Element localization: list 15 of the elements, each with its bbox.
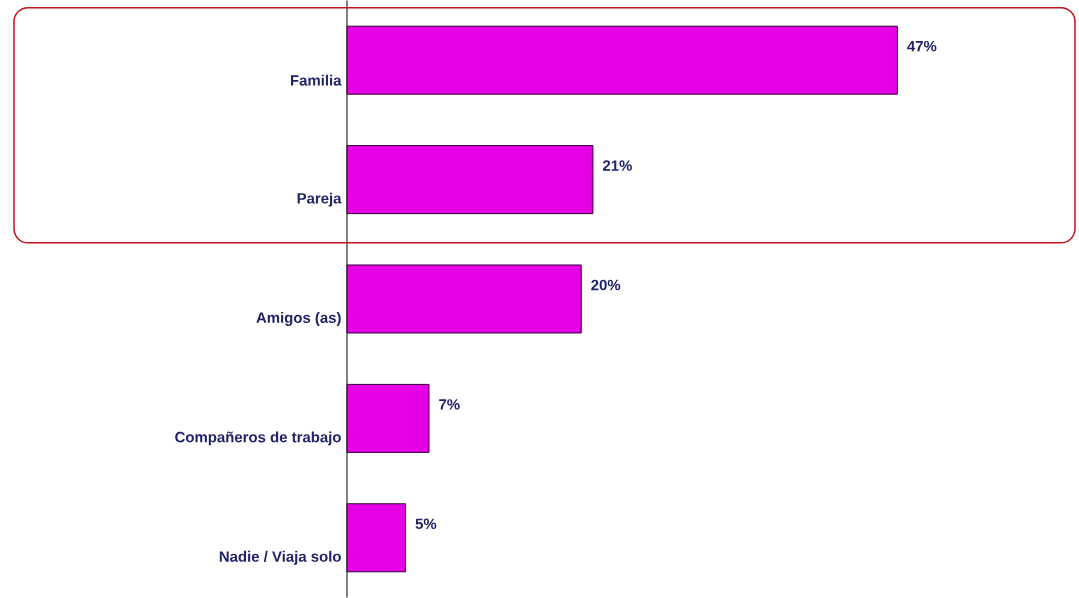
y-tick-label: Nadie / Viaja solo xyxy=(219,550,341,565)
y-tick-label: Amigos (as) xyxy=(256,312,341,326)
bar xyxy=(346,25,898,95)
y-tick-label: Compañeros de trabajo xyxy=(175,431,341,446)
data-label: 20% xyxy=(591,279,621,291)
data-label: 5% xyxy=(415,518,437,530)
bar xyxy=(346,264,582,334)
bar xyxy=(346,145,594,215)
y-tick-label: Familia xyxy=(291,74,342,86)
data-label: 21% xyxy=(602,160,632,171)
y-tick-label: Pareja xyxy=(297,192,342,207)
bar xyxy=(346,503,407,573)
data-label: 7% xyxy=(439,399,460,410)
data-label: 47% xyxy=(907,40,937,52)
bar xyxy=(346,383,430,453)
